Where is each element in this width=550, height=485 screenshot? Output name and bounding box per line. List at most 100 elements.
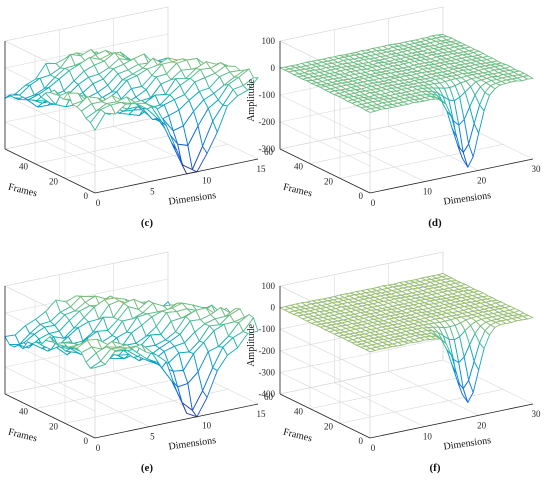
x-tick-label: 5: [150, 432, 155, 442]
grid-line-z: [4, 366, 96, 412]
z-tick-label: 0: [271, 303, 276, 313]
grid-line-z: [4, 251, 169, 287]
grid-line-x: [334, 382, 425, 427]
grid-line-y: [309, 129, 474, 164]
x-axis-line: [369, 403, 534, 439]
y-tick-label: 20: [49, 421, 59, 431]
grid-line-z: [4, 359, 169, 395]
surface-cell: [242, 77, 259, 91]
x-tick-label: 0: [371, 443, 376, 453]
x-tick-label: 10: [202, 420, 212, 430]
y-tick-label: 60: [264, 392, 274, 402]
z-tick-label: 0: [0, 63, 1, 73]
z-tick-label: -300: [259, 144, 276, 154]
grid-line-z: [4, 94, 96, 140]
surface-mesh: [4, 295, 259, 418]
x-tick-label: 10: [423, 187, 433, 197]
panel-caption: (d): [428, 217, 442, 229]
grid-line-x: [334, 137, 425, 182]
grid-line-z: [4, 33, 169, 69]
x-axis-label: Dimensions: [443, 435, 492, 453]
grid-line-z: [279, 328, 371, 374]
x-tick-label: 15: [257, 409, 267, 419]
grid-line-y: [309, 374, 474, 409]
grid-line-z: [4, 121, 96, 167]
grid-line-x: [388, 371, 479, 416]
y-tick-label: 20: [324, 176, 334, 186]
surface-cell: [242, 317, 259, 334]
z-tick-label: -400: [259, 389, 276, 399]
z-tick-label: -100: [259, 324, 276, 334]
z-tick-label: -200: [259, 117, 276, 127]
y-tick-label: 20: [324, 421, 334, 431]
grid-line-z: [279, 350, 371, 396]
surface-mesh: [279, 34, 534, 168]
y-tick-label: 40: [294, 407, 304, 417]
y-axis-label: Frames: [7, 182, 38, 200]
z-tick-label: -100: [259, 90, 276, 100]
y-tick-label: 0: [359, 436, 364, 446]
grid-line-y: [339, 389, 504, 424]
grid-line-y: [339, 144, 504, 179]
grid-line-z: [279, 94, 371, 140]
y-axis-line: [4, 393, 96, 439]
x-axis-line: [369, 158, 534, 194]
panel-caption: (c): [141, 217, 154, 229]
y-axis-line: [279, 148, 371, 194]
axis-lines: [279, 41, 534, 194]
x-tick-label: 20: [477, 175, 487, 185]
grid-line-x: [59, 137, 150, 182]
grid-line-x: [59, 382, 150, 427]
z-tick-label: 100: [262, 281, 276, 291]
y-tick-label: 0: [359, 191, 364, 201]
surface-mesh: [279, 272, 534, 403]
chart-panel-c: 0510150204060-3-2-101DimensionsFramesAmp…: [0, 6, 267, 229]
y-tick-label: 0: [84, 191, 89, 201]
y-axis-line: [279, 393, 371, 439]
x-tick-label: 30: [532, 164, 542, 174]
chart-panel-f: 0 10 20 30 0 20 40 60-400 -300 -200 -100 0 100 Dimens…: [246, 251, 542, 474]
x-axis-label: Dimensions: [168, 435, 217, 453]
surface-cell: [522, 315, 534, 320]
surface-cell: [522, 75, 534, 80]
y-tick-label: 40: [19, 407, 29, 417]
x-tick-label: 5: [150, 187, 155, 197]
x-tick-label: 0: [96, 198, 101, 208]
y-axis-label: Frames: [7, 427, 38, 445]
y-tick-label: 40: [294, 162, 304, 172]
grid-line-z: [4, 114, 169, 150]
z-axis-label: Amplitude: [246, 323, 257, 366]
x-tick-label: 0: [371, 198, 376, 208]
z-tick-label: -300: [259, 367, 276, 377]
surface-mesh: [4, 49, 259, 175]
axis-lines: [4, 286, 259, 439]
grid-line-z: [4, 6, 169, 42]
grid-line-z: [279, 338, 444, 373]
axis-lines: [4, 41, 259, 194]
x-tick-label: 10: [202, 175, 212, 185]
x-tick-label: 0: [96, 443, 101, 453]
y-tick-label: 20: [49, 176, 59, 186]
y-axis-line: [4, 148, 96, 194]
y-axis-label: Frames: [282, 182, 313, 200]
chart-panel-e: 0510150204060-3-2-101DimensionsFramesAmp…: [0, 251, 267, 474]
x-tick-label: 10: [423, 432, 433, 442]
x-axis-line: [94, 158, 259, 194]
grid-line-z: [279, 114, 444, 150]
z-tick-label: 0: [271, 63, 276, 73]
z-tick-label: 100: [262, 36, 276, 46]
x-axis-label: Dimensions: [168, 190, 217, 208]
x-tick-label: 30: [532, 409, 542, 419]
axis-lines: [279, 286, 534, 439]
grid-line-z: [279, 251, 444, 287]
x-tick-label: 15: [257, 164, 267, 174]
panel-caption: (f): [430, 462, 441, 474]
y-tick-label: 0: [84, 436, 89, 446]
grid-line-x: [388, 126, 479, 171]
grid-line-z: [4, 339, 96, 385]
x-tick-label: 20: [477, 420, 487, 430]
panel-caption: (e): [141, 462, 154, 474]
x-axis-line: [94, 403, 259, 439]
grid-line-z: [279, 6, 444, 42]
